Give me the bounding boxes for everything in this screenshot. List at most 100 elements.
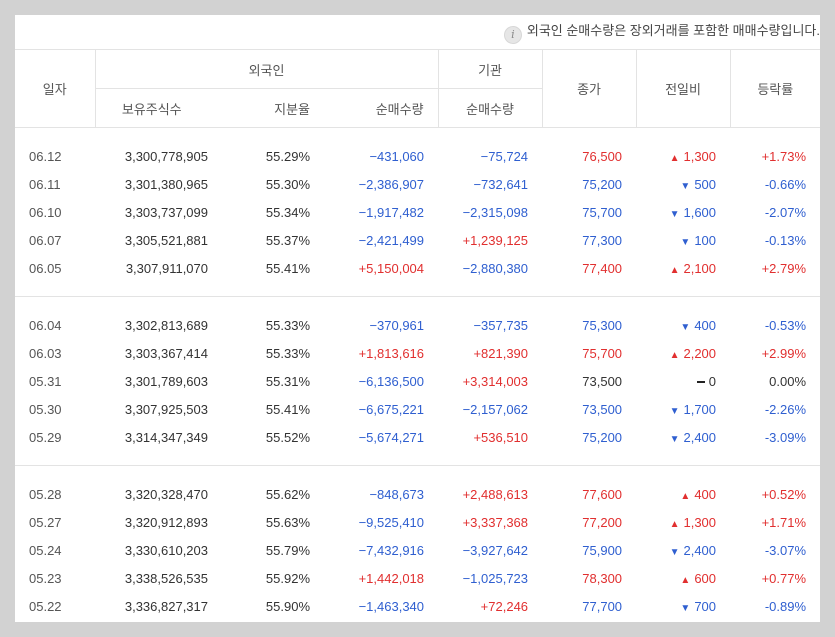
- date-cell: 06.04: [29, 317, 62, 333]
- notice: i 외국인 순매수량은 장외거래를 포함한 매매수량입니다.: [503, 21, 820, 44]
- table-header: 일자 외국인 기관 종가 전일비 등락률 보유주식수 지분율 순매수량 순매수량: [15, 49, 820, 128]
- table-body: 06.12 3,300,778,905 55.29% −431,060 −75,724 7…: [15, 128, 820, 621]
- header-rate: 등락률: [729, 49, 820, 128]
- close-cell: 73,500: [582, 373, 623, 389]
- share-ratio-cell: 55.63%: [265, 514, 310, 530]
- foreign-institution-trading-panel: i 외국인 순매수량은 장외거래를 포함한 매매수량입니다. 일자 외국인 기관 …: [15, 15, 820, 622]
- date-cell: 05.30: [29, 401, 62, 417]
- rate-cell: -0.66%: [764, 176, 807, 192]
- share-ratio-cell: 55.90%: [265, 598, 310, 614]
- change-value: 2,200: [683, 345, 717, 361]
- share-ratio-cell: 55.29%: [265, 148, 310, 164]
- holdings-cell: 3,338,526,535: [124, 570, 208, 586]
- header-foreigner: 외국인: [94, 49, 439, 89]
- rate-cell: -0.13%: [764, 232, 807, 248]
- header-holdings: 보유주식수: [94, 88, 208, 128]
- change-cell: ▼ 1,700: [636, 395, 730, 423]
- rate-cell: +2.79%: [761, 260, 807, 276]
- inst-net-cell: −357,735: [473, 317, 529, 333]
- header-date: 일자: [15, 49, 95, 128]
- foreign-net-cell: −1,917,482: [358, 204, 425, 220]
- arrow-up-icon: ▲: [669, 349, 680, 361]
- header-change: 전일비: [635, 49, 731, 128]
- holdings-cell: 3,305,521,881: [124, 232, 208, 248]
- change-value: 0: [708, 373, 717, 389]
- date-cell: 05.29: [29, 429, 62, 445]
- date-cell: 05.22: [29, 598, 62, 614]
- header-institution: 기관: [437, 49, 543, 89]
- table-row: 05.29 3,314,347,349 55.52% −5,674,271 +536,5…: [15, 423, 820, 451]
- change-cell: ▲ 1,300: [636, 142, 730, 170]
- arrow-up-icon: ▲: [680, 490, 691, 502]
- close-cell: 76,500: [582, 148, 623, 164]
- table-row: 06.05 3,307,911,070 55.41% +5,150,004 −2,880…: [15, 254, 820, 282]
- close-cell: 75,900: [582, 542, 623, 558]
- close-cell: 75,700: [582, 204, 623, 220]
- close-cell: 73,500: [582, 401, 623, 417]
- table-row: 06.03 3,303,367,414 55.33% +1,813,616 +821,3…: [15, 339, 820, 367]
- inst-net-cell: +72,246: [480, 598, 529, 614]
- info-icon: i: [503, 26, 522, 44]
- holdings-cell: 3,307,925,503: [124, 401, 208, 417]
- arrow-down-icon: ▼: [669, 208, 680, 220]
- change-value: 2,400: [683, 429, 717, 445]
- change-value: 1,600: [683, 204, 717, 220]
- share-ratio-cell: 55.41%: [265, 260, 310, 276]
- change-cell: ▼ 1,600: [636, 198, 730, 226]
- inst-net-cell: −732,641: [473, 176, 529, 192]
- header-foreign-net: 순매수량: [324, 88, 439, 128]
- inst-net-cell: +1,239,125: [462, 232, 529, 248]
- share-ratio-cell: 55.41%: [265, 401, 310, 417]
- notice-text: 외국인 순매수량은 장외거래를 포함한 매매수량입니다.: [526, 23, 820, 38]
- change-value: 2,100: [683, 260, 717, 276]
- share-ratio-cell: 55.31%: [265, 373, 310, 389]
- table-row: 06.04 3,302,813,689 55.33% −370,961 −357,735…: [15, 311, 820, 339]
- rate-cell: 0.00%: [769, 373, 807, 389]
- change-cell: ▼ 400: [636, 311, 730, 339]
- change-cell: ▲ 2,100: [636, 254, 730, 282]
- share-ratio-cell: 55.79%: [265, 542, 310, 558]
- holdings-cell: 3,302,813,689: [124, 317, 208, 333]
- arrow-down-icon: ▼: [680, 321, 691, 333]
- inst-net-cell: +821,390: [473, 345, 529, 361]
- holdings-cell: 3,320,328,470: [124, 486, 208, 502]
- inst-net-cell: +2,488,613: [462, 486, 529, 502]
- date-cell: 05.28: [29, 486, 62, 502]
- close-cell: 75,200: [582, 429, 623, 445]
- change-cell: ▼ 2,400: [636, 536, 730, 564]
- inst-net-cell: −1,025,723: [462, 570, 529, 586]
- share-ratio-cell: 55.33%: [265, 317, 310, 333]
- arrow-up-icon: ▲: [669, 264, 680, 276]
- table-row: 06.12 3,300,778,905 55.29% −431,060 −75,724 7…: [15, 142, 820, 170]
- arrow-down-icon: ▼: [669, 433, 680, 445]
- change-cell: ▲ 400: [636, 480, 730, 508]
- foreign-net-cell: −6,136,500: [358, 373, 425, 389]
- change-value: 2,400: [683, 542, 717, 558]
- holdings-cell: 3,330,610,203: [124, 542, 208, 558]
- rate-cell: +2.99%: [761, 345, 807, 361]
- close-cell: 77,200: [582, 514, 623, 530]
- close-cell: 77,700: [582, 598, 623, 614]
- close-cell: 77,400: [582, 260, 623, 276]
- change-value: 500: [694, 176, 717, 192]
- date-cell: 05.27: [29, 514, 62, 530]
- arrow-down-icon: ▼: [680, 602, 691, 614]
- holdings-cell: 3,307,911,070: [125, 260, 208, 276]
- arrow-up-icon: ▲: [680, 574, 691, 586]
- share-ratio-cell: 55.37%: [265, 232, 310, 248]
- rate-cell: +0.52%: [761, 486, 807, 502]
- no-change-icon: [696, 380, 705, 383]
- foreign-net-cell: +1,813,616: [358, 345, 425, 361]
- close-cell: 78,300: [582, 570, 623, 586]
- foreign-net-cell: −7,432,916: [358, 542, 425, 558]
- change-value: 1,700: [683, 401, 717, 417]
- share-ratio-cell: 55.34%: [265, 204, 310, 220]
- date-cell: 06.05: [29, 260, 62, 276]
- change-cell: ▼ 700: [636, 592, 730, 620]
- date-cell: 06.03: [29, 345, 62, 361]
- rate-cell: +0.77%: [761, 570, 807, 586]
- close-cell: 77,300: [582, 232, 623, 248]
- inst-net-cell: −75,724: [480, 148, 529, 164]
- holdings-cell: 3,301,380,965: [124, 176, 208, 192]
- inst-net-cell: +3,314,003: [462, 373, 529, 389]
